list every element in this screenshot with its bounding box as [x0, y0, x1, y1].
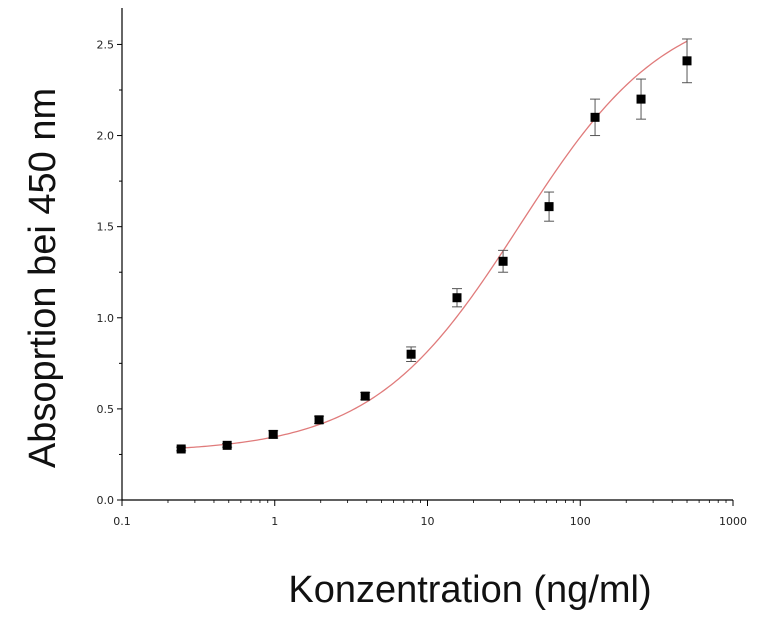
data-point: [176, 444, 186, 454]
data-point: [636, 94, 646, 104]
ticks: 0.0 0.5 1.0 1.5 2.0 2.5 0.1 1 10 100 1000: [97, 38, 748, 528]
data-point: [452, 293, 462, 303]
x-tick-label: 1000: [719, 515, 747, 528]
data-point: [590, 112, 600, 122]
data-point: [682, 56, 692, 66]
data-point: [268, 429, 278, 439]
y-axis-title: Absoprtion bei 450 nm: [22, 88, 64, 468]
error-bars: [176, 38, 693, 452]
x-axis-title: Konzentration (ng/ml): [288, 569, 651, 611]
data-point: [222, 440, 232, 450]
y-tick-label: 0.0: [97, 494, 115, 507]
data-point: [544, 202, 554, 212]
fit-curve: [181, 40, 688, 449]
data-point: [406, 349, 416, 359]
data-point: [498, 256, 508, 266]
x-tick-label: 10: [421, 515, 435, 528]
y-tick-label: 0.5: [97, 403, 115, 416]
x-tick-label: 100: [570, 515, 591, 528]
x-tick-label: 0.1: [113, 515, 131, 528]
data-point: [314, 415, 324, 425]
y-tick-label: 2.0: [97, 130, 115, 143]
y-tick-label: 1.5: [97, 221, 115, 234]
x-tick-label: 1: [271, 515, 278, 528]
y-tick-label: 1.0: [97, 312, 115, 325]
data-points: [176, 56, 692, 454]
data-point: [360, 391, 370, 401]
y-tick-label: 2.5: [97, 38, 115, 51]
